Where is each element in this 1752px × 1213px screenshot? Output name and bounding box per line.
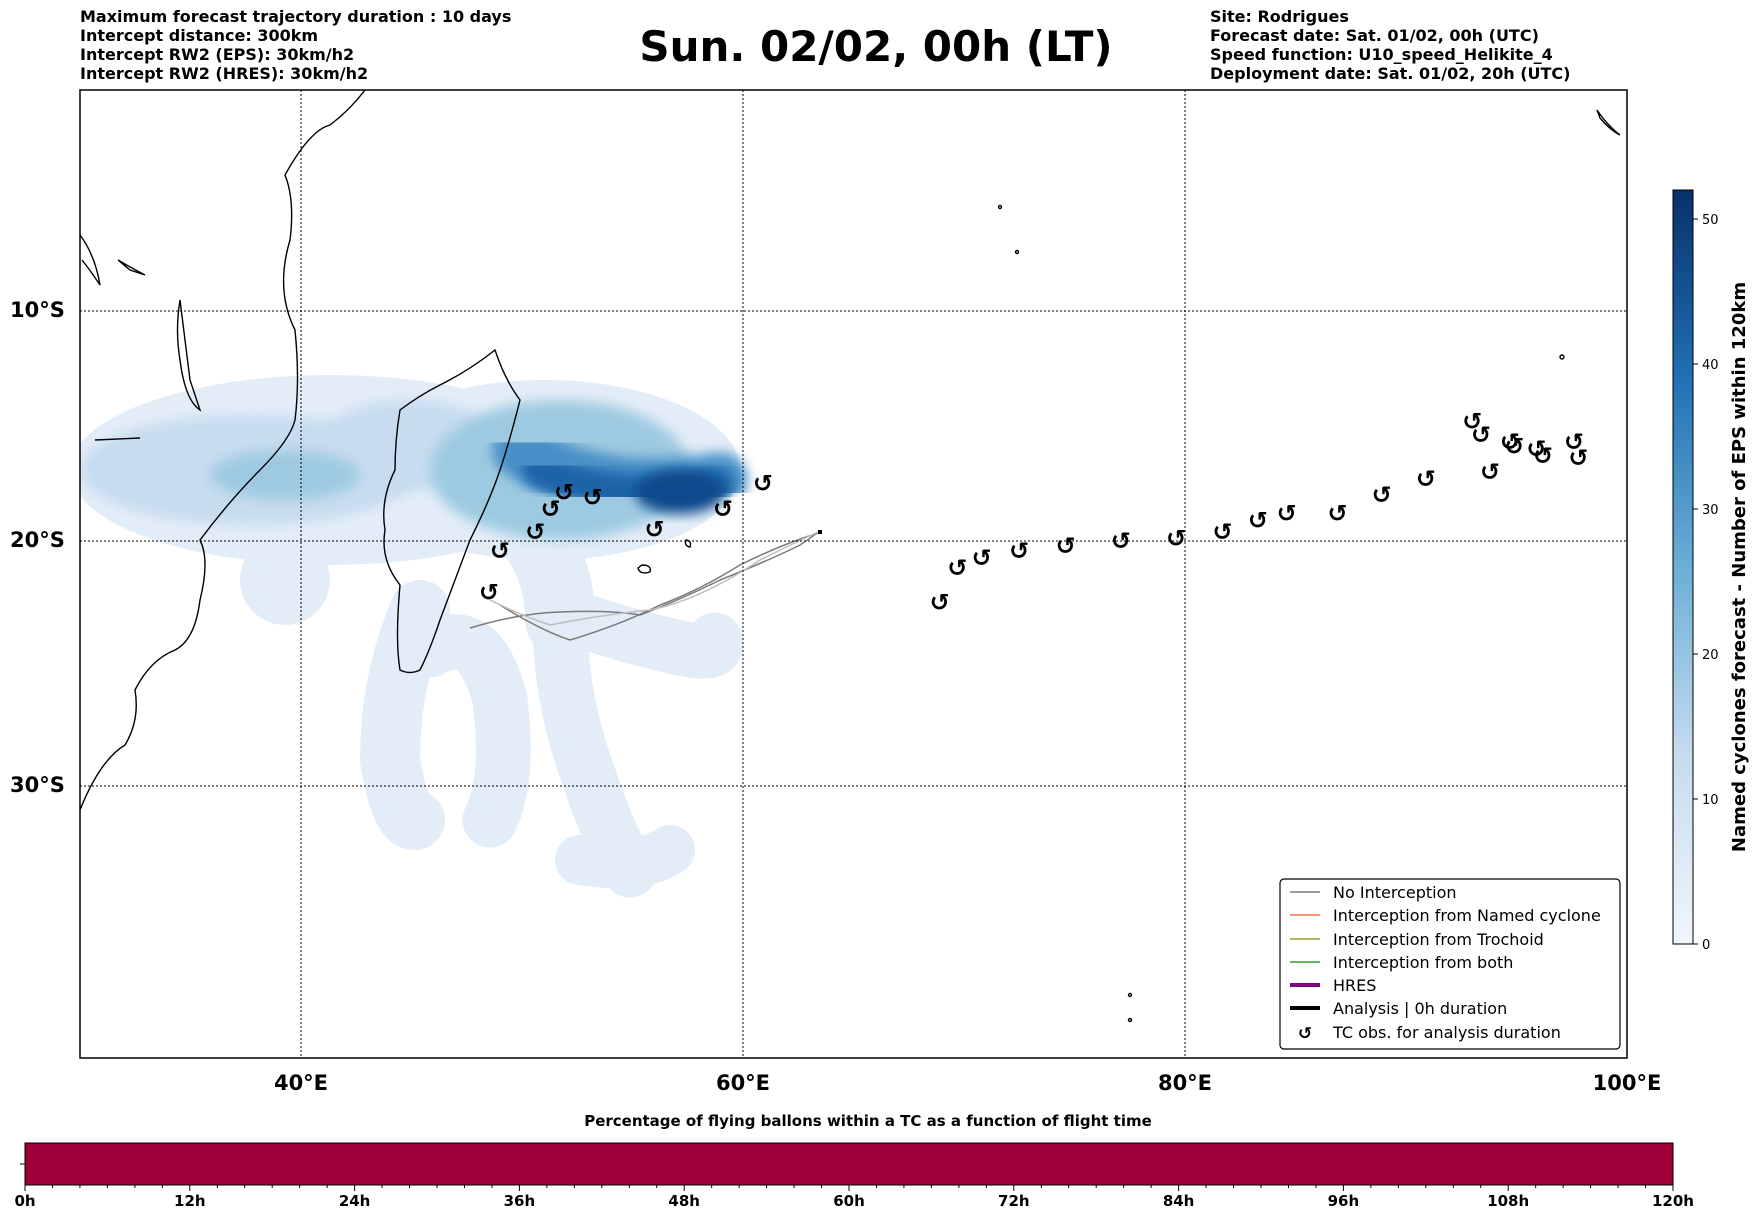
- lon-label-60e: 60°E: [716, 1071, 770, 1095]
- colorbar-tick-label-0: 0: [1702, 938, 1710, 953]
- tc-observations: ↺↺↺↺↺ ↺↺↺↺↺↺ ↺ ↺ ↺ ↺ ↺ ↺ ↺ ↺ ↺↺↺↺↺↺↺↺ ↺↺ ↺↺: [479, 407, 1589, 616]
- tc-obs-marker-2: ↺: [525, 518, 545, 546]
- tc-obs-marker-1: ↺: [490, 537, 510, 565]
- legend-label-trochoid: Interception from Trochoid: [1333, 930, 1544, 949]
- tc-obs-marker-20: ↺: [1372, 481, 1392, 509]
- map-area: ↺↺↺↺↺ ↺↺↺↺↺↺ ↺ ↺ ↺ ↺ ↺ ↺ ↺ ↺ ↺↺↺↺↺↺↺↺ ↺↺ ↺↺: [80, 90, 1627, 1058]
- legend-item-trochoid: Interception from Trochoid: [1290, 930, 1544, 949]
- tc-obs-marker-9: ↺: [930, 588, 950, 616]
- tc-obs-marker-10: ↺: [947, 554, 967, 582]
- header-right-info: Site: Rodrigues Forecast date: Sat. 01/0…: [1210, 7, 1570, 83]
- page-title: Sun. 02/02, 00h (LT): [639, 22, 1113, 71]
- tc-obs-marker-19: ↺: [1327, 499, 1347, 527]
- legend-item-hres: HRES: [1290, 976, 1376, 995]
- timebar-tick-label-2: 24h: [339, 1192, 371, 1210]
- timebar-tick-label-6: 72h: [998, 1192, 1030, 1210]
- tc-obs-marker-29: ↺: [1564, 428, 1584, 456]
- header-left-info: Maximum forecast trajectory duration : 1…: [80, 7, 511, 83]
- lon-label-40e: 40°E: [274, 1071, 328, 1095]
- tc-obs-marker-23: ↺: [1471, 421, 1491, 449]
- legend-box: [1279, 878, 1621, 1050]
- legend: No Interception Interception from Named …: [1279, 878, 1621, 1050]
- tc-obs-marker-8: ↺: [753, 470, 773, 498]
- timebar-tick-label-3: 36h: [504, 1192, 536, 1210]
- tc-obs-marker-15: ↺: [1166, 525, 1186, 553]
- tc-obs-marker-4: ↺: [554, 479, 574, 507]
- colorbar: 0 10 20 30 40 50 Named cyclones forecast - Nu…: [1672, 189, 1750, 953]
- tc-obs-marker-28: ↺: [1533, 442, 1553, 470]
- tc-obs-marker-27: ↺: [1526, 435, 1546, 463]
- tc-obs-marker-7: ↺: [713, 495, 733, 523]
- colorbar-gradient: [1672, 189, 1694, 945]
- tc-obs-marker-24: ↺: [1480, 458, 1500, 486]
- header-forecast-date: Forecast date: Sat. 01/02, 00h (UTC): [1210, 26, 1539, 45]
- tc-obs-marker-22: ↺: [1462, 407, 1482, 435]
- tc-obs-marker-16: ↺: [1213, 518, 1233, 546]
- legend-item-named-cyclone: Interception from Named cyclone: [1290, 906, 1601, 925]
- legend-label-analysis: Analysis | 0h duration: [1333, 999, 1507, 1018]
- legend-item-no-interception: No Interception: [1290, 883, 1457, 902]
- colorbar-label: Named cyclones forecast - Number of EPS …: [1729, 282, 1750, 852]
- colorbar-tick-label-5: 50: [1702, 213, 1719, 228]
- timebar-tick-label-8: 96h: [1328, 1192, 1360, 1210]
- legend-label-both: Interception from both: [1333, 953, 1513, 972]
- timebar-tick-label-0: 0h: [14, 1192, 35, 1210]
- legend-label-hres: HRES: [1333, 976, 1376, 995]
- header-intercept-distance: Intercept distance: 300km: [80, 26, 319, 45]
- tc-obs-marker-5: ↺: [583, 483, 603, 511]
- timebar-fill: [24, 1142, 1674, 1186]
- tc-obs-marker-11: ↺: [972, 544, 992, 572]
- tc-obs-marker-25: ↺: [1500, 428, 1520, 456]
- timebar-tick-label-5: 60h: [833, 1192, 865, 1210]
- time-bar: Percentage of flying ballons within a TC…: [14, 1112, 1694, 1210]
- tc-obs-marker-6: ↺: [645, 516, 665, 544]
- header-site: Site: Rodrigues: [1210, 7, 1349, 26]
- colorbar-ticks: 0 10 20 30 40 50: [1693, 213, 1719, 953]
- colorbar-tick-label-4: 40: [1702, 358, 1719, 373]
- legend-tc-symbol-icon: ↺: [1298, 1024, 1312, 1044]
- header-trajectory-duration: Maximum forecast trajectory duration : 1…: [80, 7, 512, 26]
- gridlines: [80, 90, 1627, 1058]
- tc-obs-marker-18: ↺: [1277, 499, 1297, 527]
- lat-label-30s: 30°S: [10, 773, 65, 797]
- timebar-tick-label-7: 84h: [1163, 1192, 1195, 1210]
- colorbar-tick-label-3: 30: [1702, 503, 1719, 518]
- timebar-tick-label-10: 120h: [1652, 1192, 1694, 1210]
- trajectory-lines: [469, 530, 822, 641]
- tc-obs-marker-17: ↺: [1248, 506, 1268, 534]
- tc-obs-marker-30: ↺: [1568, 444, 1588, 472]
- legend-label-no-interception: No Interception: [1333, 883, 1457, 902]
- timebar-title: Percentage of flying ballons within a TC…: [584, 1112, 1152, 1130]
- lon-label-100e: 100°E: [1593, 1071, 1662, 1095]
- tc-obs-marker-12: ↺: [1009, 537, 1029, 565]
- header-intercept-eps: Intercept RW2 (EPS): 30km/h2: [80, 45, 355, 64]
- timebar-ticks: 0h 12h 24h 36h 48h 60h 72h 84h 96h 108h 120h: [14, 1185, 1694, 1210]
- lat-label-20s: 20°S: [10, 528, 65, 552]
- timebar-tick-label-1: 12h: [174, 1192, 206, 1210]
- header-intercept-hres: Intercept RW2 (HRES): 30km/h2: [80, 64, 369, 83]
- tc-obs-marker-3: ↺: [541, 495, 561, 523]
- timebar-tick-label-9: 108h: [1487, 1192, 1529, 1210]
- header-speed-function: Speed function: U10_speed_Helikite_4: [1210, 45, 1553, 64]
- legend-item-tc-obs: ↺ TC obs. for analysis duration: [1298, 1023, 1561, 1044]
- eps-density-field: [80, 375, 748, 898]
- lat-label-10s: 10°S: [10, 298, 65, 322]
- timebar-tick-label-4: 48h: [668, 1192, 700, 1210]
- header-deployment-date: Deployment date: Sat. 01/02, 20h (UTC): [1210, 64, 1571, 83]
- tc-obs-marker-13: ↺: [1056, 532, 1076, 560]
- colorbar-tick-label-2: 20: [1702, 648, 1719, 663]
- tc-obs-marker-0: ↺: [479, 579, 499, 607]
- tc-obs-marker-26: ↺: [1504, 433, 1524, 461]
- legend-item-analysis: Analysis | 0h duration: [1290, 999, 1507, 1018]
- tc-obs-marker-14: ↺: [1111, 527, 1131, 555]
- legend-item-both: Interception from both: [1290, 953, 1513, 972]
- legend-label-tc-obs: TC obs. for analysis duration: [1332, 1023, 1561, 1042]
- colorbar-tick-label-1: 10: [1702, 793, 1719, 808]
- map-frame: [79, 89, 1628, 1059]
- lon-label-80e: 80°E: [1158, 1071, 1212, 1095]
- tc-obs-marker-21: ↺: [1416, 465, 1436, 493]
- legend-label-named-cyclone: Interception from Named cyclone: [1333, 906, 1601, 925]
